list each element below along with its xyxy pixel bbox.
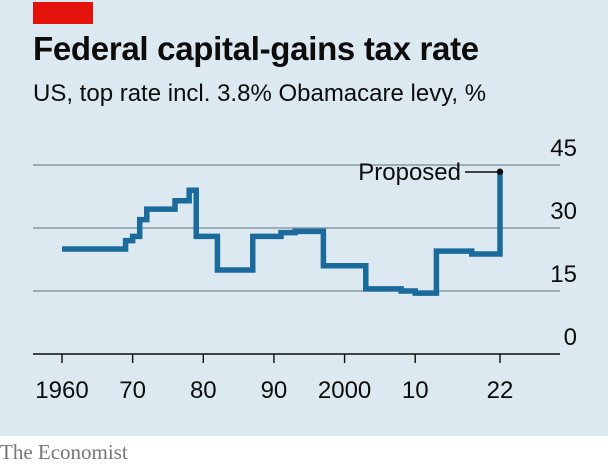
- chart-panel: [0, 0, 608, 436]
- tick-layer: 0 15 30 45 1960 70 80 90 2000 10 22: [35, 135, 577, 404]
- series-layer: [62, 171, 503, 296]
- annotation-label: Proposed: [358, 159, 461, 186]
- y-tick-label: 15: [550, 261, 577, 288]
- x-tick-label: 1960: [35, 377, 88, 404]
- x-tick-label: 22: [487, 377, 514, 404]
- x-tick-label: 70: [119, 377, 146, 404]
- x-tick-label: 90: [261, 377, 288, 404]
- y-tick-label: 30: [550, 198, 577, 225]
- x-tick-label: 10: [402, 377, 429, 404]
- chart-subtitle: US, top rate incl. 3.8% Obamacare levy, …: [33, 80, 487, 107]
- x-tick-label: 80: [190, 377, 217, 404]
- series-line: [62, 171, 503, 296]
- grid-layer: [33, 164, 560, 355]
- annotation-layer: Proposed: [358, 159, 504, 186]
- y-tick-label: 0: [564, 324, 577, 351]
- chart-plot: 0 15 30 45 1960 70 80 90 2000 10 22 Proposed: [33, 135, 577, 404]
- brand-tag: [33, 2, 93, 24]
- annotation-dot: [496, 168, 504, 175]
- source-label: The Economist: [0, 440, 128, 464]
- y-tick-label: 45: [550, 135, 577, 162]
- chart-title: Federal capital-gains tax rate: [33, 30, 479, 67]
- x-tick-label: 2000: [318, 377, 371, 404]
